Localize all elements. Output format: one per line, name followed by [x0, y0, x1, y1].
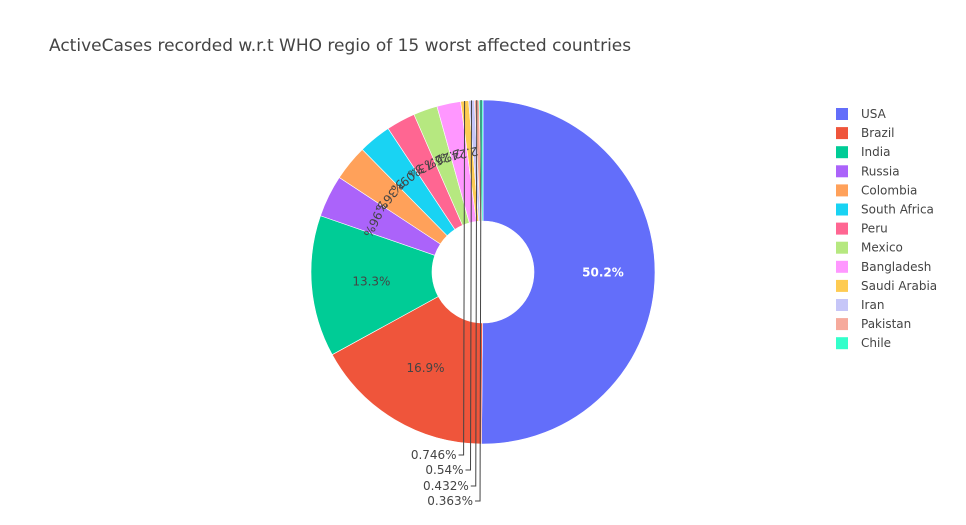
- legend-item-saudi-arabia[interactable]: Saudi Arabia: [836, 279, 937, 293]
- slice-label-usa: 50.2%: [582, 266, 624, 280]
- slice-usa[interactable]: [481, 99, 656, 445]
- leader-line-chile: [475, 100, 482, 502]
- legend-label: Chile: [861, 336, 891, 350]
- legend-swatch: [836, 203, 848, 216]
- legend-label: Pakistan: [861, 317, 911, 331]
- leader-line-iran: [465, 100, 473, 471]
- legend-swatch: [836, 299, 848, 311]
- legend-item-mexico[interactable]: Mexico: [836, 241, 903, 255]
- legend-swatch: [836, 337, 848, 350]
- legend-swatch: [836, 260, 848, 273]
- slice-label-saudi-arabia: 0.746%: [411, 448, 457, 462]
- legend-swatch: [836, 222, 848, 235]
- legend-swatch: [836, 241, 848, 254]
- slice-label-brazil: 16.9%: [406, 361, 444, 375]
- legend-swatch: [836, 108, 848, 120]
- slice-label-chile: 0.363%: [427, 494, 473, 508]
- legend-swatch: [836, 165, 848, 178]
- legend-label: Iran: [861, 298, 884, 312]
- pie-slices: [310, 99, 656, 445]
- legend-label: Brazil: [861, 126, 895, 140]
- legend-label: Mexico: [861, 241, 903, 255]
- legend-swatch: [836, 127, 848, 140]
- legend-swatch: [836, 318, 848, 331]
- legend-item-iran[interactable]: Iran: [836, 298, 884, 312]
- slice-label-iran: 0.54%: [425, 463, 463, 477]
- legend-label: Bangladesh: [861, 260, 931, 274]
- legend-label: Saudi Arabia: [861, 279, 937, 293]
- legend-swatch: [836, 279, 848, 292]
- legend-item-south-africa[interactable]: South Africa: [836, 203, 934, 217]
- leader-line-saudi-arabia: [458, 100, 466, 456]
- legend-label: India: [861, 145, 890, 159]
- legend-item-bangladesh[interactable]: Bangladesh: [836, 260, 931, 274]
- slice-india[interactable]: [310, 215, 439, 356]
- legend-item-peru[interactable]: Peru: [836, 222, 888, 236]
- legend-item-colombia[interactable]: Colombia: [836, 183, 917, 197]
- legend-item-chile[interactable]: Chile: [836, 336, 891, 350]
- legend-label: Peru: [861, 222, 888, 236]
- legend-item-brazil[interactable]: Brazil: [836, 126, 895, 140]
- legend: USA Brazil India Russia Colombia South Africa…: [836, 107, 937, 350]
- legend-label: USA: [861, 107, 887, 121]
- leader-line-pakistan: [470, 100, 478, 487]
- legend-item-russia[interactable]: Russia: [836, 164, 900, 178]
- legend-label: Russia: [861, 164, 900, 178]
- legend-item-india[interactable]: India: [836, 145, 890, 159]
- legend-swatch: [836, 146, 848, 159]
- legend-label: South Africa: [861, 203, 934, 217]
- legend-item-usa[interactable]: USA: [836, 107, 887, 121]
- slice-label-pakistan: 0.432%: [423, 479, 469, 493]
- legend-swatch: [836, 184, 848, 197]
- legend-item-pakistan[interactable]: Pakistan: [836, 317, 911, 331]
- legend-label: Colombia: [861, 183, 917, 197]
- slice-label-india: 13.3%: [352, 274, 390, 288]
- chart-title: ActiveCases recorded w.r.t WHO regio of …: [49, 36, 631, 56]
